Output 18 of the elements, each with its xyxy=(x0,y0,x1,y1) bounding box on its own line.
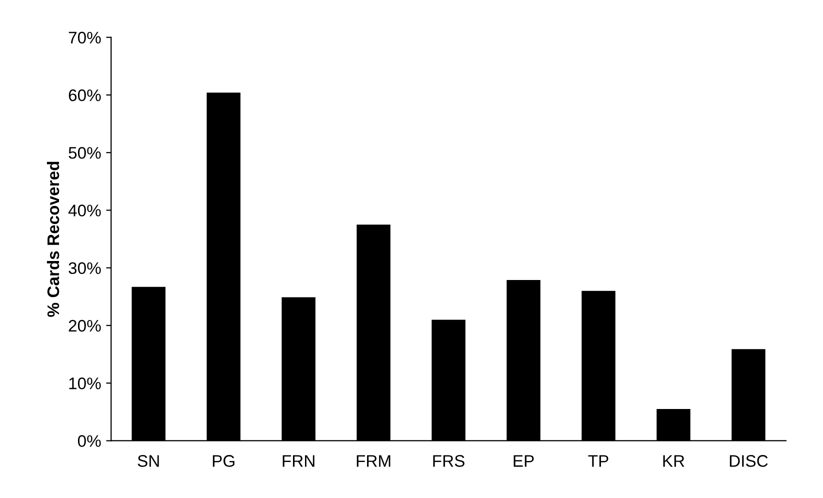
x-tick-label: EP xyxy=(514,455,534,467)
y-tick-label: 0% xyxy=(78,435,101,447)
x-tick-label: DISC xyxy=(730,455,768,467)
y-tick-label: 20% xyxy=(68,320,101,332)
x-tick-label: KR xyxy=(663,455,684,467)
y-tick-label: 70% xyxy=(68,32,101,44)
y-tick-label: 30% xyxy=(68,262,101,274)
x-tick-label: FRS xyxy=(433,455,464,467)
y-tick-label: 10% xyxy=(69,378,101,390)
y-axis-title: % Cards Recovered xyxy=(46,162,60,317)
x-tick-label: SN xyxy=(138,455,159,467)
y-tick-label: 60% xyxy=(68,89,101,102)
x-tick-label: FRM xyxy=(356,455,390,467)
y-tick-label: 50% xyxy=(68,147,101,159)
x-tick-label: FRN xyxy=(282,455,314,467)
x-tick-label: PG xyxy=(212,455,234,467)
x-tick-label: TP xyxy=(588,455,608,467)
y-tick-label: 40% xyxy=(68,204,101,216)
